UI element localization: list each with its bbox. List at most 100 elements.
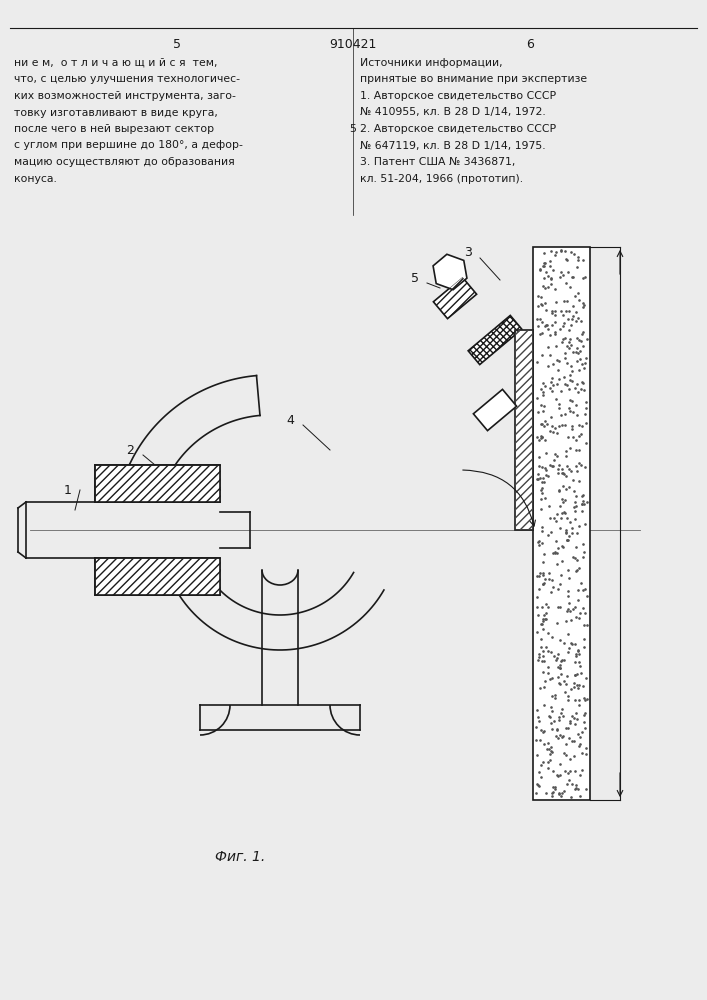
Point bbox=[569, 667, 580, 683]
Point bbox=[570, 781, 581, 797]
Point bbox=[568, 344, 579, 360]
Point bbox=[568, 246, 579, 262]
Point bbox=[579, 516, 590, 532]
Text: после чего в ней вырезают сектор: после чего в ней вырезают сектор bbox=[14, 124, 214, 134]
Point bbox=[563, 626, 574, 642]
Point bbox=[551, 338, 562, 354]
Point bbox=[535, 616, 547, 632]
Point bbox=[548, 784, 559, 800]
Point bbox=[542, 760, 554, 776]
Point bbox=[536, 722, 547, 738]
Point bbox=[546, 688, 557, 704]
Point bbox=[559, 635, 570, 651]
Point bbox=[537, 613, 549, 629]
Point bbox=[559, 673, 570, 689]
Point bbox=[531, 732, 542, 748]
Point bbox=[574, 767, 585, 783]
Point bbox=[567, 472, 578, 488]
Point bbox=[549, 510, 560, 526]
Point bbox=[539, 280, 551, 296]
Point bbox=[544, 423, 556, 439]
Point bbox=[568, 404, 579, 420]
Point bbox=[537, 384, 549, 400]
Point bbox=[578, 360, 590, 376]
Point bbox=[559, 345, 571, 361]
Point bbox=[539, 490, 550, 506]
Point bbox=[550, 420, 561, 436]
Point bbox=[554, 709, 565, 725]
Point bbox=[568, 679, 580, 695]
Point bbox=[563, 601, 574, 617]
Point bbox=[556, 788, 567, 804]
Point bbox=[538, 648, 549, 664]
Point bbox=[539, 413, 550, 429]
Point bbox=[550, 244, 561, 260]
Text: 4: 4 bbox=[286, 414, 294, 426]
Point bbox=[572, 781, 583, 797]
Point bbox=[561, 776, 572, 792]
Point bbox=[578, 375, 589, 391]
Point bbox=[554, 676, 566, 692]
Point bbox=[549, 545, 561, 561]
Point bbox=[539, 245, 550, 261]
Point bbox=[571, 666, 583, 682]
Point bbox=[537, 643, 548, 659]
Point bbox=[556, 461, 568, 477]
Point bbox=[575, 729, 586, 745]
Text: с углом при вершине до 180°, а дефор-: с углом при вершине до 180°, а дефор- bbox=[14, 140, 243, 150]
Bar bbox=[95, 465, 220, 502]
Point bbox=[533, 764, 544, 780]
Point bbox=[533, 537, 544, 553]
Point bbox=[535, 482, 547, 498]
Point bbox=[574, 292, 585, 308]
Point bbox=[545, 374, 556, 390]
Point bbox=[577, 493, 588, 509]
Point bbox=[542, 735, 554, 751]
Point bbox=[538, 697, 549, 713]
Point bbox=[542, 754, 554, 770]
Point bbox=[537, 416, 548, 432]
Point bbox=[580, 435, 592, 451]
Point bbox=[562, 688, 573, 704]
Point bbox=[571, 407, 583, 423]
Point bbox=[547, 703, 558, 719]
Point bbox=[535, 757, 547, 773]
Point bbox=[557, 491, 568, 507]
Point bbox=[559, 763, 571, 779]
Point bbox=[570, 503, 581, 519]
Point bbox=[561, 613, 572, 629]
Point bbox=[573, 384, 584, 400]
Point bbox=[555, 407, 566, 423]
Point bbox=[549, 690, 561, 706]
Point bbox=[549, 326, 561, 342]
Point bbox=[544, 457, 556, 473]
Point bbox=[565, 367, 576, 383]
Point bbox=[547, 785, 558, 801]
Point bbox=[580, 781, 591, 797]
Point bbox=[535, 296, 547, 312]
Point bbox=[550, 652, 561, 668]
Point bbox=[573, 345, 584, 361]
Point bbox=[554, 483, 565, 499]
Point bbox=[564, 392, 575, 408]
Point bbox=[539, 318, 551, 334]
Point bbox=[532, 589, 543, 605]
Point bbox=[571, 463, 583, 479]
Point bbox=[570, 432, 581, 448]
Point bbox=[578, 382, 590, 398]
Point bbox=[551, 448, 563, 464]
Point bbox=[551, 391, 562, 407]
Point bbox=[547, 629, 558, 645]
Point bbox=[564, 713, 575, 729]
Bar bbox=[95, 558, 220, 595]
Point bbox=[554, 767, 565, 783]
Point bbox=[538, 554, 549, 570]
Point bbox=[535, 430, 547, 446]
Point bbox=[573, 473, 585, 489]
Point bbox=[547, 670, 558, 686]
Point bbox=[563, 730, 575, 746]
Point bbox=[561, 676, 572, 692]
Point bbox=[564, 440, 575, 456]
Point bbox=[531, 471, 542, 487]
Point bbox=[559, 745, 570, 761]
